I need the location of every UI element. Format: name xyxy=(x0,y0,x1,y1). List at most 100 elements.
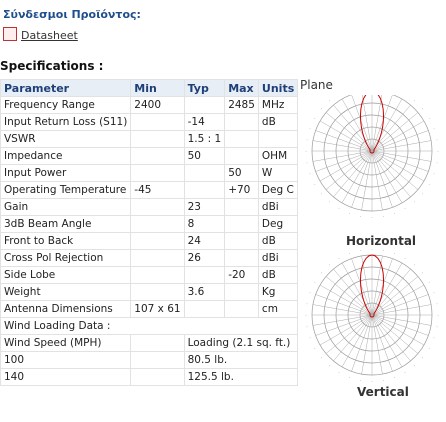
cell xyxy=(130,283,185,301)
polar-spoke xyxy=(361,255,373,316)
polar-deg: · xyxy=(314,116,315,121)
polar-deg: · xyxy=(422,271,423,276)
polar-spoke xyxy=(371,140,432,152)
polar-deg: · xyxy=(329,200,330,205)
polar-deg: · xyxy=(306,324,307,329)
polar-deg: · xyxy=(414,262,415,267)
polar-spoke xyxy=(312,150,373,162)
polar-spoke xyxy=(341,314,373,368)
cell: -14 xyxy=(183,113,226,131)
polar-spoke xyxy=(371,314,393,372)
pattern-lobe xyxy=(359,254,385,318)
cell: 100 xyxy=(0,351,132,369)
polar-deg: · xyxy=(309,290,310,295)
cell: Operating Temperature xyxy=(0,181,132,199)
polar-spoke xyxy=(319,284,373,316)
cell: W xyxy=(257,164,299,182)
cell: 107 x 61 xyxy=(130,300,185,318)
spec-row: Weight 3.6 Kg xyxy=(0,283,299,301)
spec-row: 100 80.5 lb. xyxy=(0,351,299,369)
polar-spoke xyxy=(325,314,373,354)
cell: MHz xyxy=(257,96,299,114)
spec-row: Cross Pol Rejection 26 dBi xyxy=(0,249,299,267)
cell xyxy=(224,232,259,250)
spec-row: Wind Speed (MPH) Loading (2.1 sq. ft.) xyxy=(0,334,299,352)
polar-deg: · xyxy=(360,378,361,383)
spec-row: Side Lobe -20 dB xyxy=(0,266,299,284)
polar-deg: · xyxy=(309,126,310,131)
polar-spoke xyxy=(371,268,411,316)
spec-row: Frequency Range 2400 2485 MHz xyxy=(0,96,299,114)
polar-spoke xyxy=(371,314,383,375)
polar-spoke xyxy=(371,104,411,152)
cell: Front to Back xyxy=(0,232,132,250)
polar-spoke xyxy=(351,314,373,372)
cell xyxy=(224,113,259,131)
polar-deg: · xyxy=(314,280,315,285)
polar-deg: · xyxy=(321,191,322,196)
cell xyxy=(224,198,259,216)
polar-spoke xyxy=(319,150,373,182)
polar-deg: · xyxy=(383,378,384,383)
spec-row: 140 125.5 lb. xyxy=(0,368,299,386)
polar-spoke xyxy=(333,314,373,362)
polar-spoke xyxy=(371,150,419,190)
polar-deg: · xyxy=(321,107,322,112)
link-text[interactable]: Datasheet xyxy=(21,29,78,42)
specs-title: Specifications : xyxy=(0,59,104,73)
spec-row: VSWR 1.5 : 1 xyxy=(0,130,299,148)
polar-deg: · xyxy=(414,98,415,103)
cell: VSWR xyxy=(0,130,132,148)
polar-spoke xyxy=(371,95,383,152)
polar-spoke xyxy=(325,112,373,152)
cell: 140 xyxy=(0,368,132,386)
polar-deg: · xyxy=(429,116,430,121)
polar-spoke xyxy=(361,95,373,152)
polar-spoke xyxy=(361,314,373,375)
polar-spoke xyxy=(371,150,425,182)
polar-deg: · xyxy=(321,271,322,276)
cell: 80.5 lb. xyxy=(183,351,299,369)
cell: 1.5 : 1 xyxy=(183,130,226,148)
polar-spoke xyxy=(371,150,411,198)
polar-deg: · xyxy=(422,107,423,112)
cell: Kg xyxy=(257,283,299,301)
polar-deg: · xyxy=(338,256,339,261)
polar-spoke xyxy=(371,150,403,204)
polar-spoke xyxy=(371,314,411,362)
polar-deg: · xyxy=(360,248,361,253)
cell xyxy=(224,215,259,233)
polar-spoke xyxy=(361,150,373,211)
cell xyxy=(224,249,259,267)
cell xyxy=(224,130,259,148)
spec-row: Impedance 50 OHM xyxy=(0,147,299,165)
polar-spoke xyxy=(315,130,373,152)
datasheet-link[interactable]: Datasheet xyxy=(3,27,78,42)
polar-spoke xyxy=(333,104,373,152)
cell: dBi xyxy=(257,249,299,267)
cell: dBi xyxy=(257,198,299,216)
polar-spoke xyxy=(371,112,419,152)
cell xyxy=(224,300,259,318)
polar-deg: · xyxy=(338,95,339,97)
header-cell: Typ xyxy=(183,79,226,97)
polar-deg: · xyxy=(383,214,384,219)
polar-deg: · xyxy=(349,251,350,256)
cell: Loading (2.1 sq. ft.) xyxy=(183,334,299,352)
header-cell: Max xyxy=(224,79,259,97)
cell xyxy=(130,334,185,352)
cell: +70 xyxy=(224,181,259,199)
polar-deg: · xyxy=(394,211,395,216)
cell: 2485 xyxy=(224,96,259,114)
cell xyxy=(183,164,226,182)
cell: dB xyxy=(257,266,299,284)
cell: Gain xyxy=(0,198,132,216)
polar-spoke xyxy=(371,314,403,368)
spec-table: Parameter Min Typ Max Units Frequency Range 24… xyxy=(0,79,299,386)
polar-spoke xyxy=(371,95,393,152)
cell: Deg C xyxy=(257,181,299,199)
spec-row: Operating Temperature -45 +70 Deg C xyxy=(0,181,299,199)
polar-deg: · xyxy=(437,313,438,318)
cell: Deg xyxy=(257,215,299,233)
